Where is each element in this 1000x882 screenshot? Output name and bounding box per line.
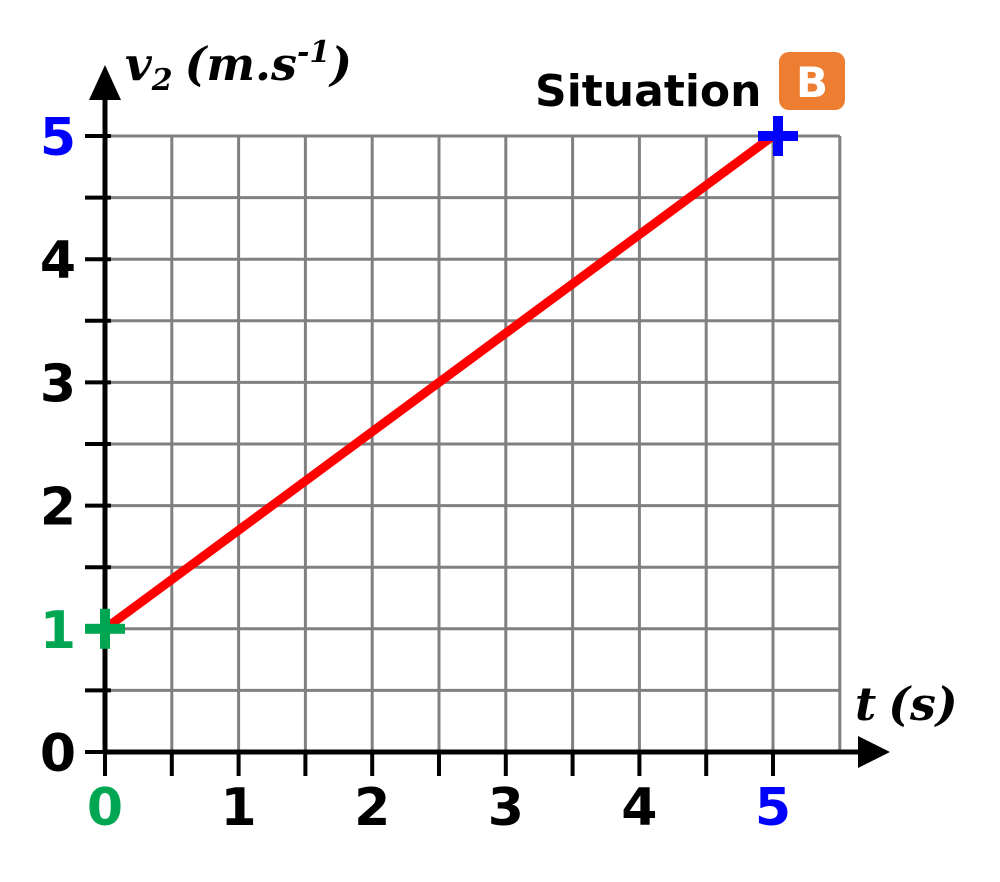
y-axis-title: v2 (m.s-1)	[125, 35, 352, 98]
situation-label: Situation	[535, 66, 762, 117]
y-axis-title-unit: (m.s	[185, 37, 297, 91]
y-tick-label: 5	[40, 108, 76, 168]
x-axis-title-main: t	[855, 677, 876, 731]
x-axis-title: t (s)	[855, 677, 958, 731]
x-tick-label: 0	[87, 778, 123, 838]
y-axis-arrow	[89, 65, 121, 100]
y-axis-title-close: )	[328, 37, 352, 91]
x-axis-arrow	[858, 736, 890, 768]
series-line	[100, 131, 778, 634]
y-tick-label: 3	[40, 354, 76, 414]
axes	[89, 65, 890, 768]
y-tick-label: 4	[40, 231, 76, 291]
y-axis-title-sub: 2	[151, 63, 173, 98]
x-tick-label: 5	[755, 778, 791, 838]
x-axis-title-unit: (s)	[888, 677, 957, 731]
x-tick-label: 3	[488, 778, 524, 838]
x-tick-label: 1	[221, 778, 257, 838]
y-tick-label: 1	[40, 601, 76, 661]
markers	[85, 116, 798, 649]
y-tick-label: 0	[40, 724, 76, 784]
y-axis-title-exp: -1	[297, 35, 330, 70]
ticks	[85, 134, 775, 776]
end-point-marker-v	[773, 116, 783, 156]
x-tick-label: 2	[354, 778, 390, 838]
series	[100, 131, 778, 634]
situation-badge-letter: B	[796, 58, 828, 107]
grid	[105, 134, 842, 752]
start-point-marker	[85, 608, 125, 649]
y-axis-title-main: v	[125, 37, 153, 91]
y-tick-label: 2	[40, 478, 76, 538]
tick-labels: 0 1 2 3 4 5 0 1 2 3 4 5	[40, 108, 791, 838]
situation-badge	[779, 52, 845, 110]
start-point-marker-v	[100, 608, 110, 649]
end-point-marker	[758, 116, 798, 156]
x-tick-label: 4	[621, 778, 657, 838]
